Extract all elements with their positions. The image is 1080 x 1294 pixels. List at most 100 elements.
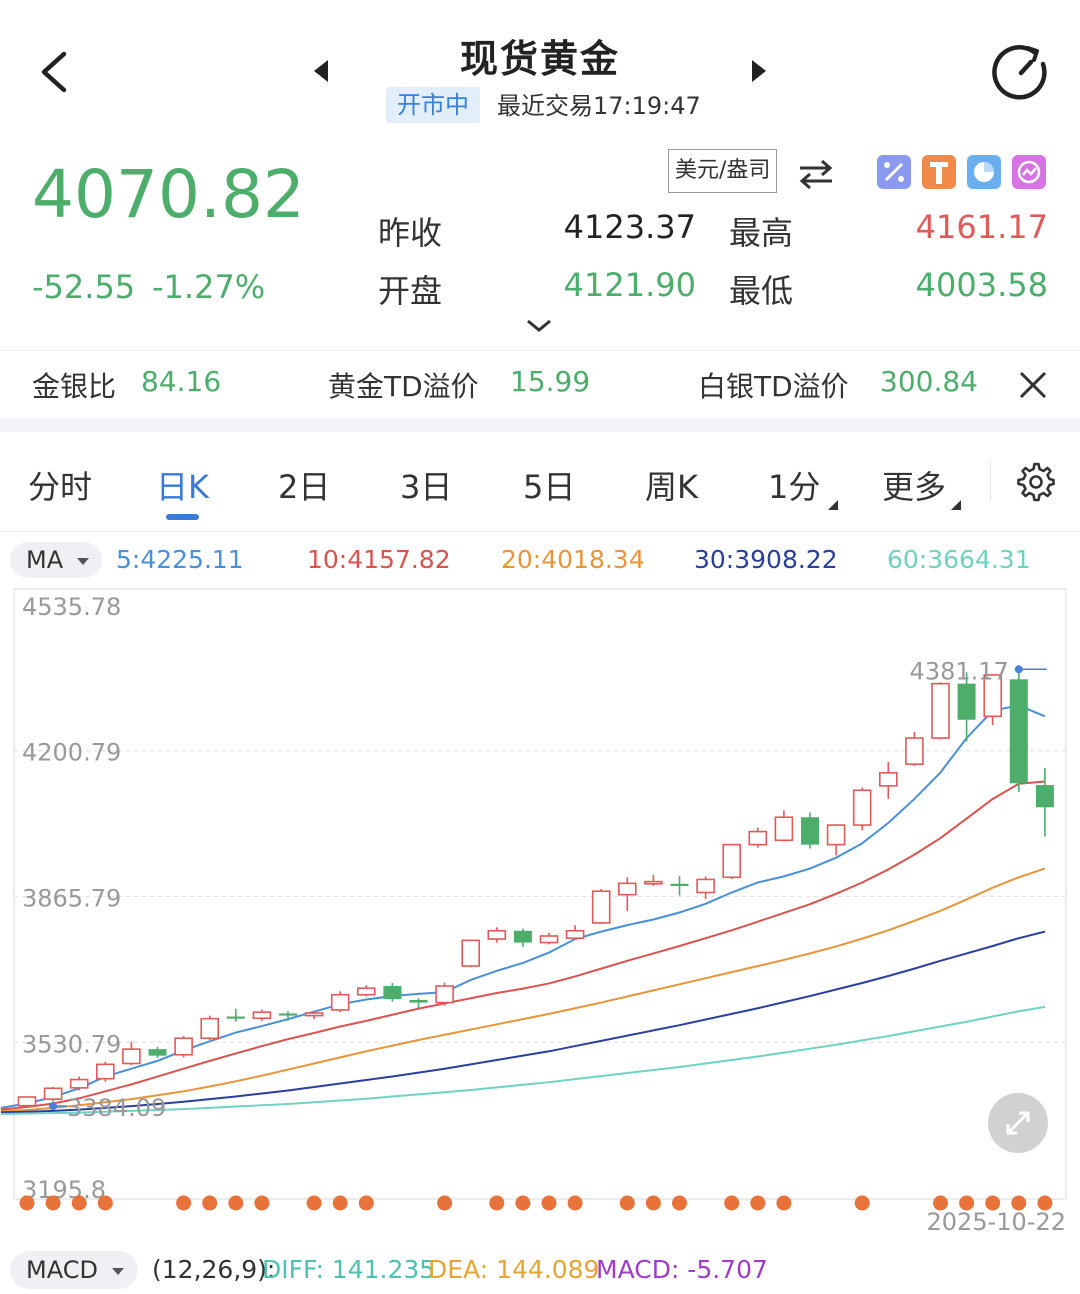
event-dot (724, 1195, 740, 1211)
candlestick-chart[interactable]: 4535.78 4200.79 3865.79 3530.79 3195.8 4381.… (0, 585, 1080, 1235)
ma5-value: 5:4225.11 (116, 545, 244, 574)
dropdown-corner-icon (951, 500, 961, 510)
event-dot (750, 1195, 766, 1211)
gold-td-premium-value: 15.99 (510, 365, 591, 398)
event-dot (202, 1195, 218, 1211)
candle-body (383, 986, 402, 1000)
candle-body (435, 985, 454, 1004)
ma-select-label: MA (26, 546, 64, 574)
currency-unit-toggle[interactable]: 美元/盎司 (668, 149, 778, 193)
tab-5-day[interactable]: 5日 (523, 468, 576, 506)
macd-params: (12,26,9): (152, 1255, 276, 1284)
caret-down-icon (76, 557, 89, 565)
candle (330, 991, 350, 1013)
tab-weekly-k[interactable]: 周K (645, 468, 698, 506)
candle (461, 939, 481, 968)
candle-body (722, 843, 742, 879)
candle (279, 1011, 297, 1021)
event-dot (985, 1195, 1001, 1211)
tab-2-day[interactable]: 2日 (278, 468, 331, 506)
close-ratio-bar-button[interactable] (1016, 368, 1050, 402)
refresh-button[interactable] (990, 40, 1052, 102)
candle (591, 889, 611, 924)
caret-down-icon (111, 1267, 124, 1275)
macd-value: MACD: -5.707 (596, 1255, 768, 1284)
candle-body (461, 939, 481, 967)
candle (409, 998, 428, 1008)
candles (17, 669, 1054, 1108)
candle (200, 1015, 219, 1040)
next-instrument-button[interactable] (744, 56, 774, 86)
tab-intraday[interactable]: 分时 (28, 468, 93, 506)
active-tab-indicator (166, 514, 199, 520)
candle (565, 925, 585, 940)
low-value: 4003.58 (915, 266, 1048, 304)
tab-1-minute[interactable]: 1分 (768, 468, 821, 506)
event-dot (437, 1195, 453, 1211)
candle-body (330, 993, 350, 1011)
header: 现货黄金 开市中 最近交易17:19:47 (0, 0, 1080, 130)
swap-arrows-icon (799, 159, 833, 190)
calculator-tool-icon[interactable] (877, 155, 911, 189)
candle-body (983, 674, 1003, 718)
candle (148, 1046, 167, 1058)
lighthouse-tool-icon[interactable] (922, 155, 956, 189)
candle-body (801, 817, 819, 845)
ma60-value: 60:3664.31 (887, 545, 1031, 574)
section-divider (0, 418, 1080, 432)
trend-tool-icon[interactable] (1012, 155, 1046, 189)
event-dot (619, 1195, 635, 1211)
candle (539, 932, 559, 945)
y-tick-label: 4535.78 (22, 593, 121, 621)
ma-line-60 (0, 1005, 1046, 1115)
chart-settings-button[interactable] (1016, 462, 1056, 502)
candle-body (644, 880, 663, 885)
market-status-badge: 开市中 (386, 87, 480, 123)
candle-body (617, 882, 637, 896)
tab-more[interactable]: 更多 (882, 468, 947, 506)
candle-body (905, 737, 924, 765)
quote-panel: 4070.82 -52.55 -1.27% 美元/盎司 (0, 130, 1080, 350)
caret-right-icon (752, 60, 766, 82)
expand-quote-button[interactable] (524, 316, 554, 336)
y-tick-label: 3865.79 (22, 885, 121, 913)
candle (513, 928, 532, 947)
tab-3-day[interactable]: 3日 (400, 468, 453, 506)
dropdown-corner-icon (828, 500, 838, 510)
swap-unit-button[interactable] (796, 154, 836, 194)
tab-daily-k[interactable]: 日K (156, 468, 209, 506)
candle-body (226, 1016, 245, 1019)
candle-body (279, 1013, 297, 1016)
event-dot (45, 1195, 61, 1211)
back-button[interactable] (30, 40, 80, 100)
event-dot (776, 1195, 792, 1211)
candle (435, 982, 454, 1006)
open-value: 4121.90 (563, 266, 696, 304)
candle (748, 827, 768, 848)
previous-instrument-button[interactable] (306, 56, 336, 86)
pie-chart-tool-icon[interactable] (967, 155, 1001, 189)
candle-body (957, 683, 976, 720)
macd-indicator-select[interactable]: MACD (10, 1251, 138, 1289)
candle (226, 1008, 245, 1022)
y-tick-label: 3530.79 (22, 1030, 121, 1058)
candle-body (252, 1011, 272, 1020)
gold-td-premium-label: 黄金TD溢价 (328, 370, 479, 403)
candle-body (1035, 785, 1054, 808)
event-dot (489, 1195, 505, 1211)
candle-body (852, 789, 872, 826)
extreme-markers: 4381.17 3384.09 (49, 657, 1047, 1122)
candle (905, 731, 924, 766)
fullscreen-button[interactable] (988, 1093, 1048, 1153)
tabs-divider (990, 462, 991, 502)
macd-diff: DIFF: 141.235 (262, 1255, 436, 1284)
candle (43, 1086, 63, 1102)
chevron-left-icon (41, 51, 67, 93)
ma-indicator-select[interactable]: MA (10, 542, 102, 578)
candle (69, 1076, 89, 1091)
gold-silver-ratio-value: 84.16 (141, 365, 222, 398)
low-label: 最低 (729, 272, 794, 310)
event-dot (515, 1195, 531, 1211)
candle-body (1009, 679, 1028, 784)
candle (931, 682, 950, 740)
